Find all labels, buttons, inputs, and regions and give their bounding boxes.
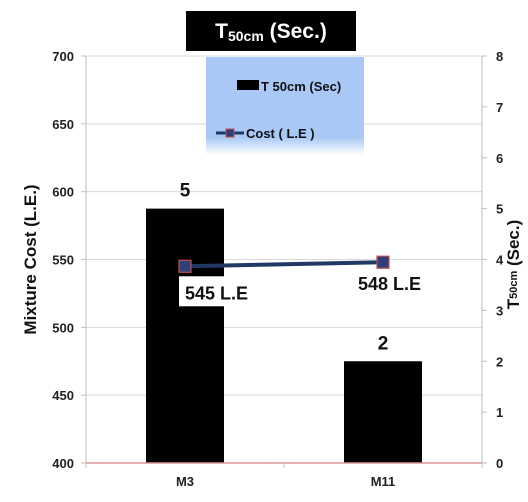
title-text: T50cm (Sec.) <box>215 20 327 44</box>
y-right-tick-label: 3 <box>496 303 503 318</box>
title-rest: (Sec.) <box>264 20 327 43</box>
cost-series <box>178 255 390 273</box>
x-tick-label: M3 <box>176 474 194 489</box>
y-right-tick-label: 8 <box>496 49 503 64</box>
y-axis-right-title-main: T <box>504 298 523 309</box>
y-left-tick-label: 650 <box>52 117 74 132</box>
title-background <box>186 11 356 51</box>
legend-line-label: Cost ( L.E ) <box>246 126 315 141</box>
cost-label-background <box>179 276 263 307</box>
y-axis-right-title-subscript: 50cm <box>508 271 520 299</box>
y-right-tick-label: 2 <box>496 354 503 369</box>
y-left-tick-label: 400 <box>52 456 74 471</box>
data-labels: 5 2 545 L.E 548 L.E <box>179 181 421 354</box>
y-left-tick-label: 500 <box>52 320 74 335</box>
bar-m3 <box>146 208 224 463</box>
y-right-tick-label: 1 <box>496 405 503 420</box>
legend-bar-label: T 50cm (Sec) <box>261 79 341 94</box>
y-axis-right-title-rest: (Sec.) <box>504 220 523 271</box>
y-right-tick-label: 4 <box>496 253 504 268</box>
y-right-tick-label: 6 <box>496 151 503 166</box>
y-left-tick-label: 450 <box>52 388 74 403</box>
cost-value-label: 545 L.E <box>185 283 248 303</box>
y-left-tick-label: 700 <box>52 49 74 64</box>
y-left-tick-label: 550 <box>52 253 74 268</box>
y-axis-left-title: Mixture Cost (L.E.) <box>21 184 40 334</box>
y-left-tick-label: 600 <box>52 185 74 200</box>
title-main: T <box>215 20 228 43</box>
bars <box>146 208 422 463</box>
y-axis-right-title: T50cm (Sec.) <box>504 220 523 310</box>
x-tick-label: M11 <box>371 474 396 489</box>
legend-bar-swatch <box>237 80 259 90</box>
cost-marker <box>376 255 390 269</box>
cost-marker <box>178 259 192 273</box>
cost-value-label: 548 L.E <box>358 274 421 294</box>
legend-background <box>206 57 364 155</box>
y-right-tick-label: 0 <box>496 456 503 471</box>
y-right-tick-label: 5 <box>496 202 503 217</box>
axes: 400 450 500 550 600 650 700 0 1 2 3 4 5 6 7 8 M3 M11 <box>52 49 504 489</box>
cost-line <box>184 260 384 269</box>
bar-m11 <box>344 361 422 463</box>
chart-title: T50cm (Sec.) <box>186 11 356 51</box>
y-right-tick-label: 7 <box>496 100 503 115</box>
bar-value-label: 2 <box>378 333 389 354</box>
legend-line-marker <box>225 128 235 138</box>
title-subscript: 50cm <box>228 28 264 44</box>
legend: T 50cm (Sec) Cost ( L.E ) <box>206 57 364 155</box>
bar-value-label: 5 <box>180 181 191 202</box>
